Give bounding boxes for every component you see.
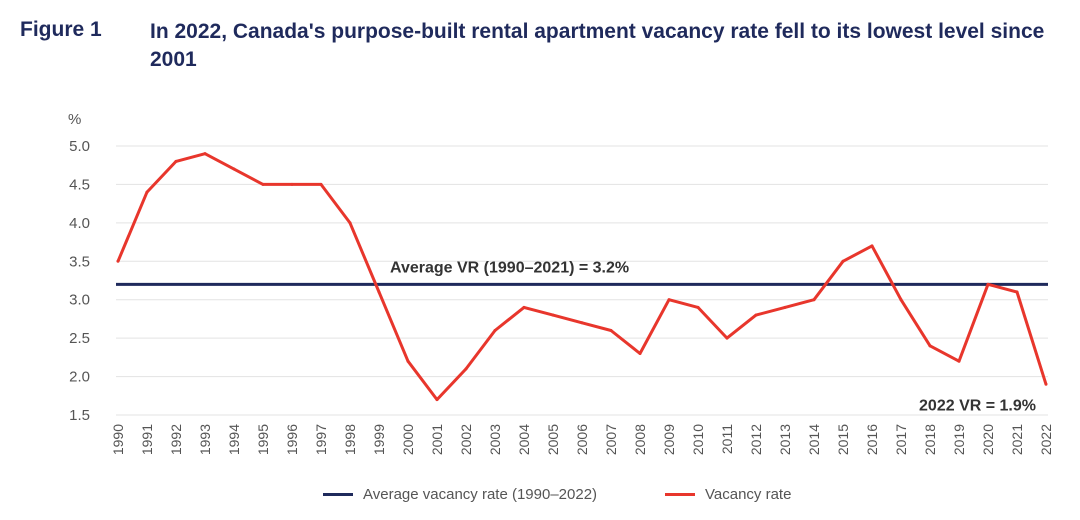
y-tick-label: 2.5 bbox=[69, 330, 90, 347]
annotation-average: Average VR (1990–2021) = 3.2% bbox=[390, 259, 629, 276]
x-tick-label: 2009 bbox=[661, 424, 677, 455]
vacancy-rate-point bbox=[667, 298, 671, 302]
vacancy-rate-point bbox=[638, 352, 642, 356]
vacancy-rate-point bbox=[1044, 382, 1048, 386]
vacancy-rate-point bbox=[261, 182, 265, 186]
x-tick-label: 2004 bbox=[516, 424, 532, 455]
x-tick-label: 2019 bbox=[951, 424, 967, 455]
legend-swatch-vacancy bbox=[665, 493, 695, 496]
y-tick-label: 4.0 bbox=[69, 215, 90, 232]
vacancy-rate-point bbox=[493, 328, 497, 332]
y-tick-label: 1.5 bbox=[69, 407, 90, 424]
y-tick-label: 3.5 bbox=[69, 253, 90, 270]
x-tick-label: 1994 bbox=[226, 424, 242, 455]
x-tick-label: 2007 bbox=[603, 424, 619, 455]
vacancy-rate-point bbox=[609, 328, 613, 332]
x-tick-label: 2006 bbox=[574, 424, 590, 455]
legend-swatch-average bbox=[323, 493, 353, 496]
chart-title: In 2022, Canada's purpose-built rental a… bbox=[150, 20, 1045, 71]
x-tick-label: 2021 bbox=[1009, 424, 1025, 455]
vacancy-rate-point bbox=[522, 305, 526, 309]
vacancy-rate-point bbox=[551, 313, 555, 317]
x-tick-label: 1997 bbox=[313, 424, 329, 455]
x-tick-label: 1995 bbox=[255, 424, 271, 455]
vacancy-rate-point bbox=[203, 152, 207, 156]
chart-legend: Average vacancy rate (1990–2022) Vacancy… bbox=[0, 486, 1080, 510]
y-tick-label: 2.0 bbox=[69, 369, 90, 386]
legend-item-average: Average vacancy rate (1990–2022) bbox=[323, 486, 597, 503]
vacancy-rate-point bbox=[435, 398, 439, 402]
x-tick-label: 2018 bbox=[922, 424, 938, 455]
x-tick-label: 2015 bbox=[835, 424, 851, 455]
x-tick-label: 2011 bbox=[719, 424, 735, 454]
x-tick-label: 2017 bbox=[893, 424, 909, 455]
legend-item-vacancy: Vacancy rate bbox=[665, 486, 791, 503]
vacancy-rate-point bbox=[348, 221, 352, 225]
vacancy-rate-chart: % 1.5 2.0 2.5 3.0 3.5 4.0 4.5 5.0 1990 1991 1992 199… bbox=[68, 111, 1054, 455]
vacancy-rate-point bbox=[928, 344, 932, 348]
vacancy-rate-point bbox=[464, 367, 468, 371]
x-tick-label: 2008 bbox=[632, 424, 648, 455]
vacancy-rate-point bbox=[377, 290, 381, 294]
y-tick-label: 5.0 bbox=[69, 138, 90, 155]
vacancy-rate-point bbox=[174, 159, 178, 163]
vacancy-rate-point bbox=[290, 182, 294, 186]
vacancy-rate-point bbox=[870, 244, 874, 248]
vacancy-rate-point bbox=[696, 305, 700, 309]
vacancy-rate-point bbox=[841, 259, 845, 263]
x-tick-label: 1992 bbox=[168, 424, 184, 455]
x-tick-label: 2020 bbox=[980, 424, 996, 455]
vacancy-rate-point bbox=[580, 321, 584, 325]
vacancy-rate-point bbox=[957, 359, 961, 363]
x-tick-label: 2016 bbox=[864, 424, 880, 455]
x-tick-label: 2013 bbox=[777, 424, 793, 455]
x-tick-label: 2005 bbox=[545, 424, 561, 455]
vacancy-rate-point bbox=[899, 298, 903, 302]
vacancy-rate-point bbox=[232, 167, 236, 171]
vacancy-rate-point bbox=[1015, 290, 1019, 294]
x-tick-label: 1993 bbox=[197, 424, 213, 455]
x-tick-label: 2002 bbox=[458, 424, 474, 455]
x-tick-label: 1991 bbox=[139, 424, 155, 455]
vacancy-rate-point bbox=[725, 336, 729, 340]
legend-label-vacancy: Vacancy rate bbox=[705, 486, 792, 503]
x-tick-label: 1996 bbox=[284, 424, 300, 455]
vacancy-rate-point bbox=[754, 313, 758, 317]
vacancy-rate-point bbox=[783, 305, 787, 309]
vacancy-rate-point bbox=[319, 182, 323, 186]
x-tick-label: 1998 bbox=[342, 424, 358, 455]
vacancy-rate-line bbox=[116, 152, 1048, 402]
x-tick-label: 2022 bbox=[1038, 424, 1054, 455]
y-axis-unit-label: % bbox=[68, 111, 81, 128]
x-tick-label: 2010 bbox=[690, 424, 706, 455]
vacancy-rate-point bbox=[812, 298, 816, 302]
vacancy-rate-point bbox=[406, 359, 410, 363]
x-tick-label: 1999 bbox=[371, 424, 387, 455]
vacancy-rate-point bbox=[986, 282, 990, 286]
x-tick-label: 2012 bbox=[748, 424, 764, 455]
vacancy-rate-point bbox=[116, 259, 120, 263]
x-tick-label: 1990 bbox=[110, 424, 126, 455]
x-tick-label: 2003 bbox=[487, 424, 503, 455]
x-tick-label: 2000 bbox=[400, 424, 416, 455]
legend-label-average: Average vacancy rate (1990–2022) bbox=[363, 486, 598, 503]
vacancy-rate-point bbox=[145, 190, 149, 194]
annotation-2022: 2022 VR = 1.9% bbox=[919, 397, 1036, 414]
y-tick-label: 3.0 bbox=[69, 292, 90, 309]
figure-label: Figure 1 bbox=[20, 18, 102, 41]
y-tick-label: 4.5 bbox=[69, 176, 90, 193]
x-tick-label: 2001 bbox=[429, 424, 445, 455]
x-tick-label: 2014 bbox=[806, 424, 822, 455]
